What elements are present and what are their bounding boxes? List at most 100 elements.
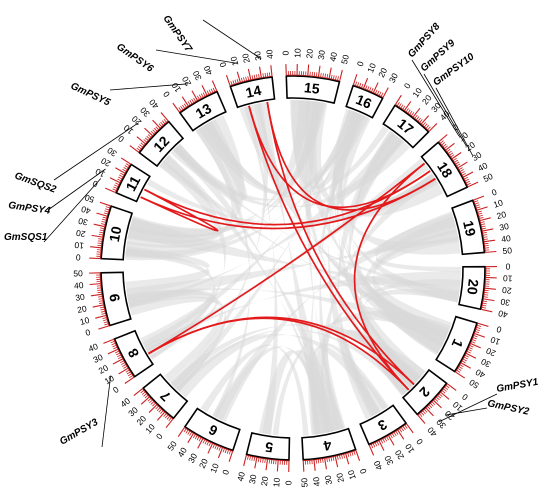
tick-label: 30 [316,49,327,60]
tick-mark [141,391,146,395]
tick-mark [472,339,477,342]
tick-mark [99,302,104,304]
tick-mark [99,231,104,234]
tick-mark [302,460,305,472]
tick-label: 30 [382,454,395,467]
tick-mark [117,356,122,360]
tick-label: 30 [323,474,334,485]
tick-mark [361,83,364,88]
tick-mark [91,234,103,238]
tick-mark [262,458,264,463]
synteny-ribbon [125,245,210,296]
tick-mark [459,364,464,368]
tick-label: 10 [365,61,378,74]
tick-mark [363,77,369,89]
tick-mark [206,441,209,446]
tick-label: 10 [228,55,240,67]
chromosome-box [359,404,408,446]
tick-mark [427,406,431,410]
tick-mark [440,391,450,400]
tick-baseline [184,427,233,452]
tick-label: 0 [460,391,470,402]
tick-mark [98,238,103,240]
tick-mark [472,337,477,340]
tick-label: 0 [220,468,231,476]
tick-mark [258,73,260,79]
tick-mark [249,456,251,461]
tick-mark [476,327,481,329]
tick-mark [234,79,237,84]
tick-mark [463,356,468,360]
tick-label: 20 [197,457,210,470]
tick-mark [455,371,466,379]
tick-mark [380,92,384,97]
tick-mark [420,115,430,125]
tick-mark [425,125,430,129]
tick-label: 10 [292,48,302,58]
tick-mark [98,233,103,236]
tick-label: 0 [217,61,228,69]
tick-label: 20 [484,346,497,359]
tick-mark [99,229,104,232]
tick-mark [216,445,219,450]
tick-label: 20 [304,48,315,58]
gene-leader-line [445,407,488,416]
tick-mark [396,102,400,106]
tick-mark [129,145,139,153]
tick-mark [482,228,494,232]
tick-mark [419,119,423,123]
tick-mark [481,308,493,313]
tick-mark [158,408,162,413]
chromosome-number: 4 [322,437,333,454]
chromosome-number: 15 [303,79,320,97]
tick-mark [103,321,108,324]
tick-mark [225,74,231,86]
tick-label: 20 [259,476,270,487]
tick-mark [317,459,320,464]
tick-label: 20 [334,472,346,484]
tick-mark [372,443,376,448]
tick-mark [160,410,164,414]
tick-mark [317,65,321,77]
tick-mark [198,437,202,442]
tick-mark [484,239,496,243]
tick-mark [160,121,164,126]
tick-label: 20 [376,66,389,79]
tick-mark [212,444,215,449]
tick-label: 0 [495,324,503,335]
tick-label: 40 [371,459,384,472]
tick-mark [467,181,479,188]
gene-link [140,188,219,232]
gene-label: GmPSY6 [114,41,155,74]
synteny-ribbon [336,113,426,385]
tick-label: 20 [99,156,112,169]
chromosome-number: 9 [106,292,123,303]
tick-mark [240,77,243,82]
tick-mark [444,386,449,391]
tick-mark [322,458,324,463]
gene-link [248,105,410,391]
tick-mark [172,102,180,113]
tick-mark [332,456,335,461]
tick-mark [187,430,191,435]
gene-label: GmPSY2 [486,398,530,418]
tick-mark [484,294,489,296]
tick-mark [406,423,414,434]
tick-mark [401,427,404,432]
synteny-ribbon [175,329,408,395]
tick-mark [471,341,476,344]
tick-label: 10 [346,469,358,481]
tick-mark [120,157,131,165]
tick-mark [372,82,379,93]
tick-mark [183,428,187,433]
tick-mark [218,446,221,451]
tick-baseline [353,84,384,98]
chromosome-number: 13 [193,100,215,122]
tick-mark [90,293,102,297]
tick-mark [226,449,229,454]
tick-mark [156,407,161,411]
tick-mark [236,78,239,84]
tick-mark [422,122,426,126]
tick-mark [355,81,358,86]
tick-mark [479,217,491,222]
